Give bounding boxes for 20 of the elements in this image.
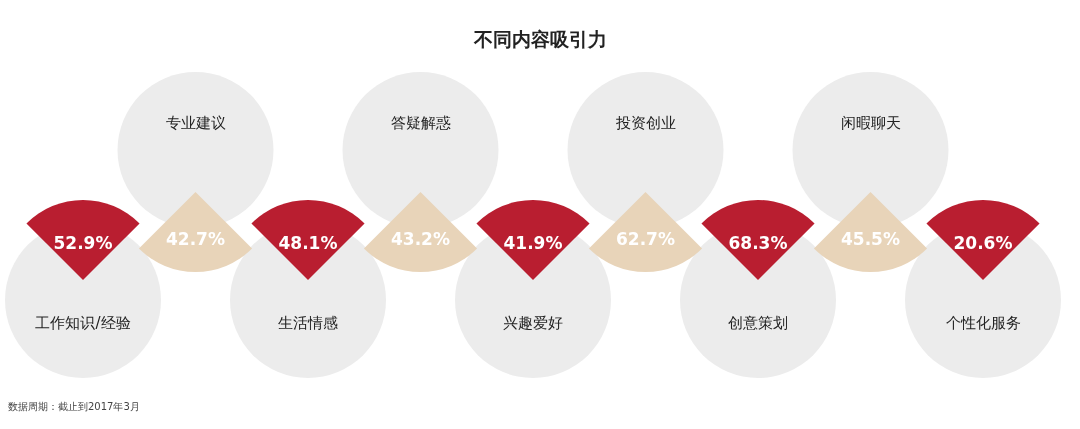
category-label: 兴趣爱好 [503, 314, 563, 332]
data-label: 45.5% [841, 229, 900, 249]
text: 不同内容吸引力 [472, 28, 607, 50]
category-label: 答疑解惑 [390, 114, 451, 132]
data-label: 48.1% [278, 233, 338, 253]
category-label: 生活情感 [278, 314, 338, 332]
data-label: 43.2% [391, 229, 450, 249]
data-label: 62.7% [616, 229, 675, 249]
category-label: 创意策划 [728, 314, 788, 332]
data-label: 20.6% [953, 233, 1013, 253]
data-label: 68.3% [728, 233, 788, 253]
category-label: 个性化服务 [945, 314, 1021, 332]
data-label: 41.9% [503, 233, 563, 253]
category-label: 工作知识/经验 [35, 314, 131, 332]
category-label: 闲暇聊天 [840, 114, 901, 132]
category-label: 投资创业 [614, 114, 676, 132]
data-label: 52.9% [53, 233, 113, 253]
data-label: 42.7% [166, 229, 225, 249]
text: 数据周期：截止到2017年3月 [8, 401, 140, 412]
category-label: 专业建议 [165, 114, 226, 132]
